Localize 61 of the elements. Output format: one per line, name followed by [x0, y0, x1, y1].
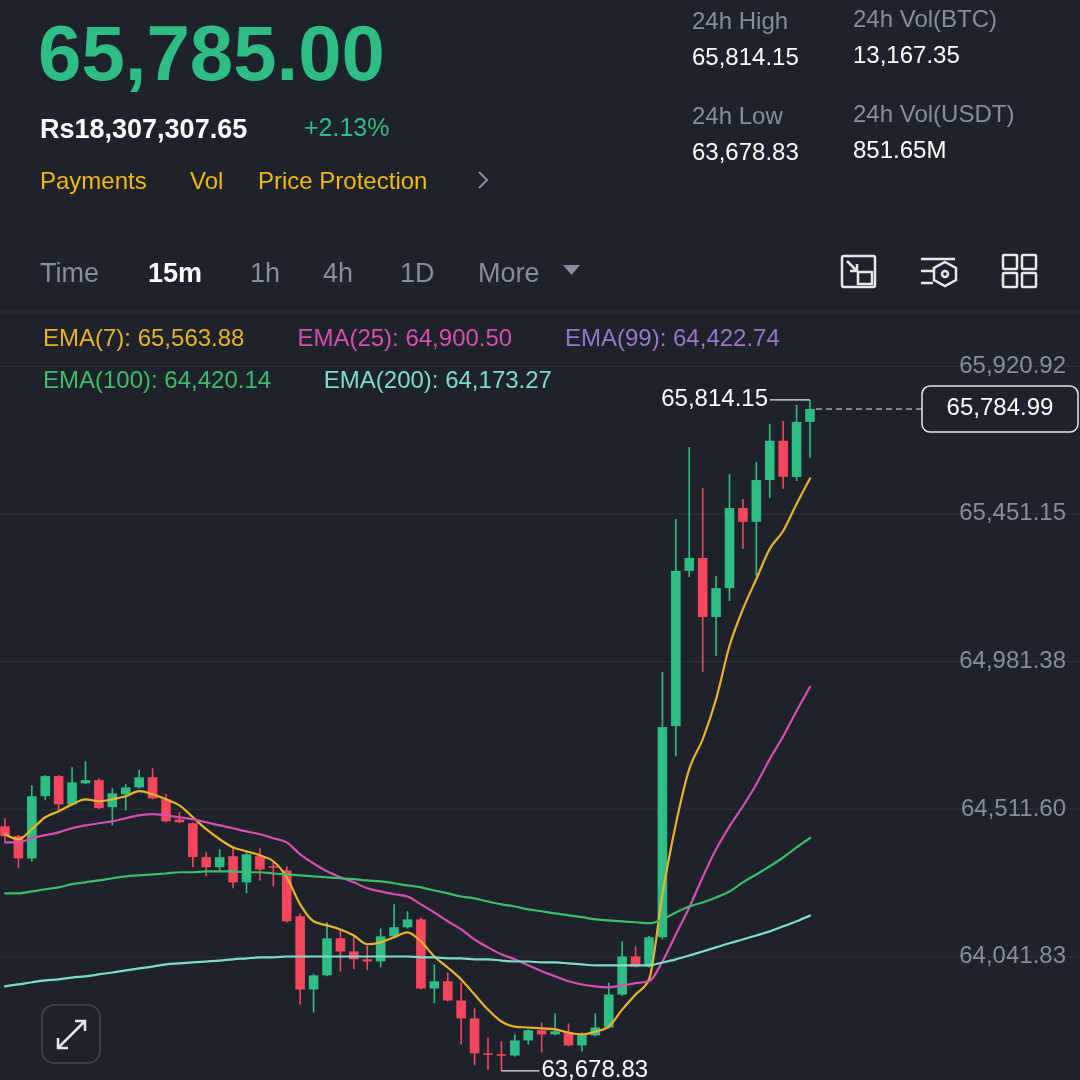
legend-label: EMA(99): 64,422.74: [565, 324, 780, 351]
y-tick-label: 64,041.83: [959, 941, 1066, 969]
ref-line-label: 65,784.99: [946, 393, 1054, 421]
candlestick: [550, 1012, 560, 1037]
text: +2.13%: [304, 113, 390, 141]
line-series: [3, 685, 812, 989]
candlestick: [805, 399, 815, 459]
y-tick-label: 64,511.60: [961, 793, 1066, 821]
text: Vol: [190, 167, 224, 194]
line-series: [3, 836, 812, 925]
candlestick: [429, 963, 440, 1005]
candlestick: [738, 498, 748, 550]
text: 13,167.35: [853, 41, 960, 68]
text: 1h: [250, 258, 281, 288]
annotation: 63,678.83: [541, 1055, 649, 1080]
candlestick: [214, 848, 225, 873]
text: Price Protection: [258, 167, 428, 194]
candlestick: [120, 783, 131, 812]
text: More: [478, 258, 540, 288]
text: EMA(25): 64,900.50: [297, 324, 513, 351]
candlestick: [362, 944, 373, 972]
y-tick-label: 65,451.15: [959, 498, 1066, 526]
text: 63,678.83: [692, 138, 799, 165]
y-tick-label: 65,920.92: [959, 350, 1066, 378]
candlestick: [80, 760, 91, 786]
candlestick: [510, 1033, 520, 1058]
text: EMA(100): 64,420.14: [43, 366, 272, 393]
candlestick: [255, 847, 265, 882]
text: EMA(200): 64,173.27: [323, 366, 552, 393]
candlestick: [67, 766, 77, 807]
annotation: 65,814.15: [661, 384, 768, 412]
text: 1D: [400, 258, 435, 288]
text: EMA(7): 65,563.88: [43, 324, 245, 351]
candlestick: [536, 1021, 547, 1054]
candlestick: [335, 928, 346, 973]
y-tick-label: 64,981.38: [959, 645, 1066, 673]
candlestick: [268, 860, 279, 888]
text: 24h Vol(BTC): [853, 5, 998, 32]
candlestick: [496, 1040, 507, 1072]
candlestick: [134, 769, 144, 790]
candlestick: [684, 446, 695, 578]
candlestick: [201, 851, 212, 878]
text: 4h: [323, 258, 354, 288]
text: 851.65M: [853, 136, 947, 163]
candlestick: [389, 903, 399, 939]
candlestick: [442, 971, 453, 1003]
candlestick: [0, 817, 10, 842]
candlestick: [40, 774, 51, 802]
text: 65,814.15: [692, 43, 799, 70]
text: 15m: [148, 258, 203, 288]
text: 24h Vol(USDT): [853, 100, 1015, 127]
chart-title: 65,785.00: [38, 9, 386, 97]
candlestick: [456, 981, 466, 1046]
text: 24h Low: [692, 102, 784, 129]
text: 24h High: [692, 7, 789, 34]
text: Payments: [40, 167, 147, 194]
candlestick: [483, 1036, 493, 1071]
candlestick: [308, 973, 319, 1014]
line-series: [3, 914, 812, 988]
text: Time: [40, 258, 99, 288]
text: Rs18,307,307.65: [40, 114, 248, 144]
